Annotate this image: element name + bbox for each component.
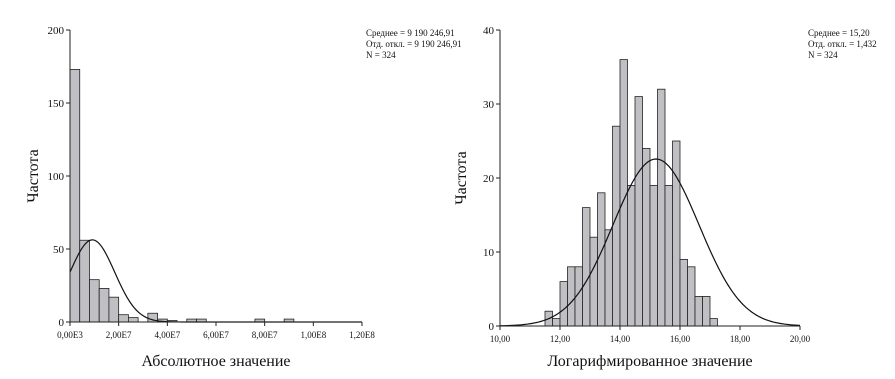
histogram-bar	[679, 258, 688, 327]
stats-text: N = 324	[366, 50, 396, 60]
histogram-bar	[664, 184, 673, 327]
histogram-bar	[589, 236, 598, 327]
y-tick-label: 10	[483, 247, 495, 259]
histogram-bar	[672, 140, 681, 327]
histogram-bar	[127, 317, 139, 323]
y-tick-label: 0	[489, 321, 495, 333]
x-tick-label: 10,00	[490, 334, 511, 344]
histogram-bar	[657, 88, 666, 327]
histogram-bar	[108, 296, 120, 323]
x-tick-label: 8,00E7	[252, 330, 278, 340]
stats-text: Отд. откл. = 1,432	[808, 39, 877, 49]
histogram-bar	[582, 207, 591, 327]
x-tick-label: 6,00E7	[203, 330, 229, 340]
x-axis-label: Логарифмированное значение	[547, 353, 752, 370]
histogram-bar	[552, 318, 561, 327]
normal-curve	[499, 158, 801, 327]
histogram-bar	[619, 59, 628, 327]
histogram-bar	[702, 295, 711, 327]
histogram-bar	[559, 281, 568, 327]
x-axis-label: Абсолютное значение	[141, 353, 290, 370]
y-tick-label: 200	[48, 25, 65, 37]
histogram-bar	[567, 266, 576, 327]
y-tick-label: 100	[48, 171, 65, 183]
histogram-bar	[69, 69, 81, 323]
x-tick-label: 20,00	[790, 334, 811, 344]
histogram-bar	[642, 147, 651, 327]
x-tick-label: 14,00	[610, 334, 631, 344]
x-tick-label: 0,00E3	[57, 330, 83, 340]
x-tick-label: 4,00E7	[154, 330, 180, 340]
histogram-bar	[634, 96, 643, 327]
histogram-absolute: 0 50 100 150 200 0,00E3 2,00E7 4,00E7 6,00E7 8,00…	[25, 25, 462, 370]
histogram-bar	[597, 192, 606, 327]
stats-text: Среднее = 15,20	[808, 28, 870, 38]
y-axis-label: Частота	[453, 151, 470, 204]
y-tick-label: 40	[483, 25, 495, 37]
histogram-bar	[604, 229, 613, 327]
y-tick-label: 30	[483, 99, 495, 111]
y-axis-label: Частота	[25, 149, 42, 202]
histogram-bar	[118, 314, 129, 323]
histogram-bar	[687, 266, 696, 327]
stats-text: N = 324	[808, 50, 838, 60]
y-tick-label: 50	[53, 244, 65, 256]
x-tick-label: 1,20E8	[349, 330, 375, 340]
histogram-bar	[694, 295, 703, 327]
y-tick-label: 0	[59, 317, 65, 329]
histogram-bar	[649, 184, 658, 327]
histogram-bar	[79, 239, 90, 323]
stats-text: Отд. откл. = 9 190 246,91	[366, 39, 462, 49]
x-tick-label: 16,00	[670, 334, 691, 344]
histogram-bar	[612, 125, 621, 327]
x-tick-label: 12,00	[550, 334, 571, 344]
y-tick-label: 150	[48, 98, 65, 110]
x-tick-label: 18,00	[730, 334, 751, 344]
histogram-bar	[89, 279, 100, 323]
stats-text: Среднее = 9 190 246,91	[366, 28, 455, 38]
x-tick-label: 2,00E7	[106, 330, 132, 340]
x-tick-label: 1,00E8	[300, 330, 326, 340]
histogram-bar	[709, 318, 718, 327]
histogram-bar	[98, 288, 110, 323]
y-tick-label: 20	[483, 173, 495, 185]
histogram-log: 0 10 20 30 40 10,00 12,00 14,00 16,00 18,00 20,00 Ч…	[453, 25, 877, 370]
histogram-bar	[627, 184, 636, 327]
